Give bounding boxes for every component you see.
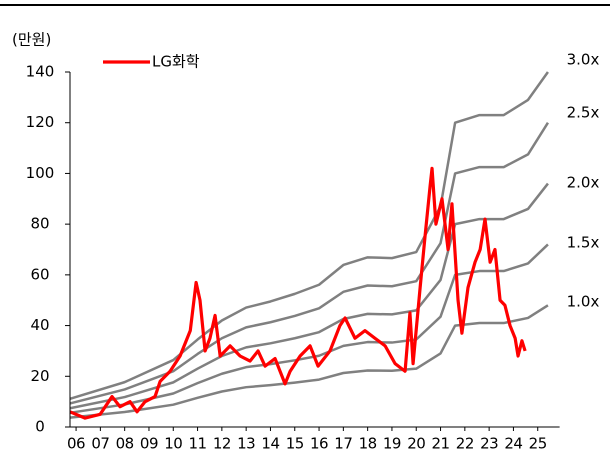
band-label: 1.0x: [567, 293, 600, 311]
x-tick-label: 19: [383, 435, 401, 453]
x-tick-label: 10: [164, 435, 182, 453]
band-label: 3.0x: [567, 51, 600, 69]
band-line: [69, 304, 549, 419]
y-tick-label: 60: [30, 265, 49, 283]
band-line: [69, 122, 549, 405]
y-tick-label: 0: [35, 418, 45, 436]
band-line: [69, 71, 549, 401]
x-tick-label: 08: [116, 435, 134, 453]
x-tick-label: 13: [237, 435, 255, 453]
x-tick-label: 18: [359, 435, 377, 453]
x-tick-label: 09: [140, 435, 158, 453]
x-tick-label: 22: [456, 435, 474, 453]
price-line: [69, 166, 527, 420]
x-tick-label: 12: [213, 435, 231, 453]
band-label: 2.5x: [567, 104, 600, 122]
band-label: 2.0x: [567, 174, 600, 192]
y-tick-label: 40: [30, 316, 49, 334]
x-tick-label: 24: [504, 435, 522, 453]
y-tick-label: 100: [26, 164, 55, 182]
x-tick-label: 21: [431, 435, 449, 453]
y-tick-label: 120: [26, 113, 55, 131]
x-tick-label: 11: [189, 435, 207, 453]
x-tick-label: 15: [286, 435, 304, 453]
x-tick-label: 25: [529, 435, 547, 453]
x-tick-label: 07: [91, 435, 109, 453]
x-tick-label: 16: [310, 435, 328, 453]
y-axis-label: (만원): [12, 31, 51, 49]
y-tick-label: 20: [30, 367, 49, 385]
x-tick-label: 14: [261, 435, 279, 453]
x-tick-label: 20: [407, 435, 425, 453]
y-tick-label: 80: [30, 215, 49, 233]
x-tick-label: 23: [480, 435, 498, 453]
legend-label: LG화학: [152, 53, 200, 71]
band-line: [69, 243, 549, 415]
band-label: 1.5x: [567, 234, 600, 252]
x-tick-label: 06: [67, 435, 85, 453]
x-tick-label: 17: [334, 435, 352, 453]
y-tick-label: 140: [26, 63, 55, 81]
